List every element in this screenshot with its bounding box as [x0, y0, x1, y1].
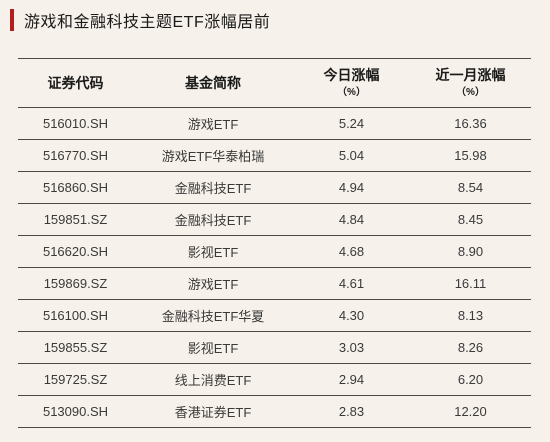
cell-today: 4.84 — [293, 203, 410, 236]
cell-name: 游戏ETF — [133, 107, 293, 140]
etf-table: 证券代码 基金简称 今日涨幅 （%） 近一月涨幅 （%） 516010.SH 游戏… — [18, 58, 531, 428]
table-row: 516770.SH 游戏ETF华泰柏瑞 5.04 15.98 — [18, 139, 531, 172]
cell-month: 8.26 — [410, 331, 531, 364]
header-today-label: 今日涨幅 — [323, 67, 380, 83]
cell-month: 12.20 — [410, 395, 531, 428]
cell-code: 159855.SZ — [18, 331, 133, 364]
table-header-row: 证券代码 基金简称 今日涨幅 （%） 近一月涨幅 （%） — [18, 58, 531, 108]
cell-name: 游戏ETF华泰柏瑞 — [133, 139, 293, 172]
cell-name: 香港证券ETF — [133, 395, 293, 428]
page-title: 游戏和金融科技主题ETF涨幅居前 — [24, 14, 271, 31]
table-row: 159869.SZ 游戏ETF 4.61 16.11 — [18, 267, 531, 300]
cell-month: 15.98 — [410, 139, 531, 172]
header-month-label: 近一月涨幅 — [435, 67, 506, 83]
cell-today: 4.94 — [293, 171, 410, 204]
cell-code: 516010.SH — [18, 107, 133, 140]
header-name-label: 基金简称 — [185, 74, 241, 91]
cell-today: 2.94 — [293, 363, 410, 396]
table-row: 516010.SH 游戏ETF 5.24 16.36 — [18, 107, 531, 140]
cell-code: 159869.SZ — [18, 267, 133, 300]
table-row: 159725.SZ 线上消费ETF 2.94 6.20 — [18, 363, 531, 396]
cell-name: 金融科技ETF — [133, 203, 293, 236]
cell-today: 2.83 — [293, 395, 410, 428]
header-code-label: 证券代码 — [47, 74, 104, 91]
cell-name: 游戏ETF — [133, 267, 293, 300]
cell-month: 8.13 — [410, 299, 531, 332]
cell-code: 516100.SH — [18, 299, 133, 332]
table-row: 516860.SH 金融科技ETF 4.94 8.54 — [18, 171, 531, 204]
header-today-unit: （%） — [337, 87, 366, 98]
header-month-unit: （%） — [456, 87, 485, 98]
cell-name: 金融科技ETF华夏 — [133, 299, 293, 332]
cell-month: 8.90 — [410, 235, 531, 268]
header-month: 近一月涨幅 （%） — [410, 58, 531, 108]
cell-name: 线上消费ETF — [133, 363, 293, 396]
cell-name: 金融科技ETF — [133, 171, 293, 204]
table-row: 159855.SZ 影视ETF 3.03 8.26 — [18, 331, 531, 364]
cell-month: 6.20 — [410, 363, 531, 396]
cell-today: 5.24 — [293, 107, 410, 140]
table-row: 513090.SH 香港证券ETF 2.83 12.20 — [18, 395, 531, 428]
cell-month: 8.45 — [410, 203, 531, 236]
cell-code: 516620.SH — [18, 235, 133, 268]
cell-month: 16.36 — [410, 107, 531, 140]
table-row: 516620.SH 影视ETF 4.68 8.90 — [18, 235, 531, 268]
cell-code: 516860.SH — [18, 171, 133, 204]
cell-name: 影视ETF — [133, 331, 293, 364]
cell-today: 4.30 — [293, 299, 410, 332]
cell-month: 8.54 — [410, 171, 531, 204]
cell-name: 影视ETF — [133, 235, 293, 268]
cell-code: 516770.SH — [18, 139, 133, 172]
table-row: 516100.SH 金融科技ETF华夏 4.30 8.13 — [18, 299, 531, 332]
header-name: 基金简称 — [133, 58, 293, 108]
title-accent-bar — [10, 9, 14, 31]
cell-today: 4.68 — [293, 235, 410, 268]
cell-code: 159725.SZ — [18, 363, 133, 396]
table-body: 516010.SH 游戏ETF 5.24 16.36 516770.SH 游戏ETF华泰柏… — [18, 107, 531, 428]
header-code: 证券代码 — [18, 58, 133, 108]
cell-today: 5.04 — [293, 139, 410, 172]
table-row: 159851.SZ 金融科技ETF 4.84 8.45 — [18, 203, 531, 236]
cell-code: 513090.SH — [18, 395, 133, 428]
title-bar: 游戏和金融科技主题ETF涨幅居前 — [10, 9, 270, 31]
cell-code: 159851.SZ — [18, 203, 133, 236]
cell-month: 16.11 — [410, 267, 531, 300]
cell-today: 4.61 — [293, 267, 410, 300]
cell-today: 3.03 — [293, 331, 410, 364]
header-today: 今日涨幅 （%） — [293, 58, 410, 108]
